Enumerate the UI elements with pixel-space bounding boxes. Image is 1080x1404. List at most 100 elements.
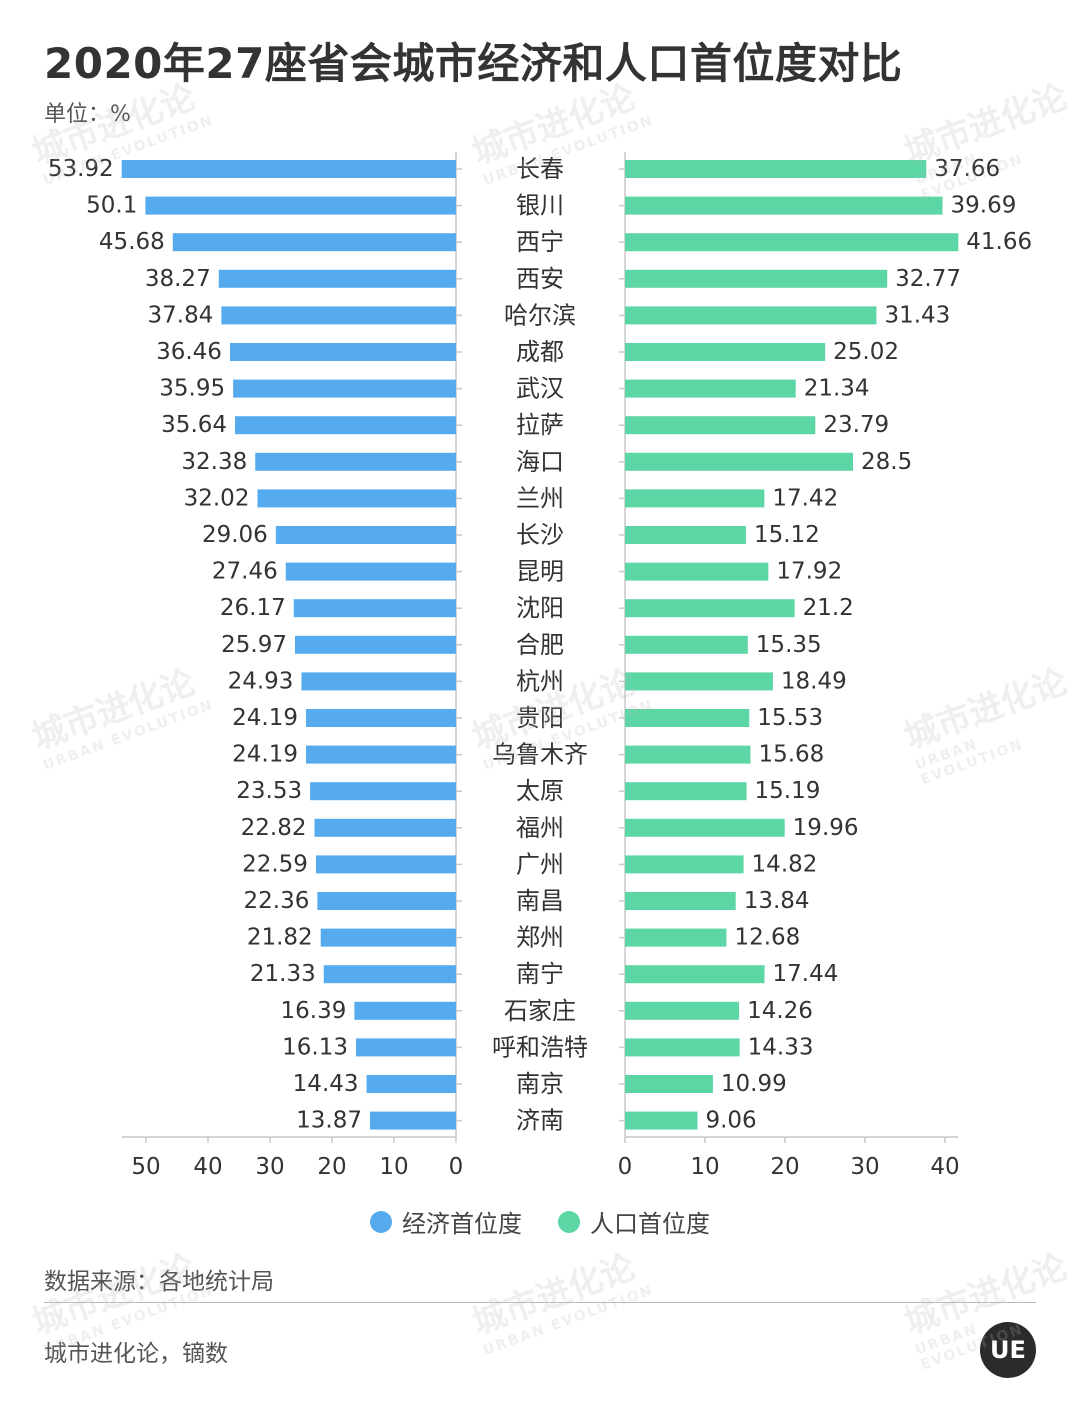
value-label-population: 14.82 (752, 851, 818, 877)
category-label: 武汉 (516, 375, 564, 403)
value-label-population: 28.5 (861, 449, 912, 475)
bar-economic (310, 782, 456, 801)
legend-dot-economic (370, 1210, 392, 1233)
right-axis-tick-label: 30 (850, 1154, 879, 1180)
bar-population (625, 416, 816, 435)
category-label: 郑州 (516, 924, 564, 952)
value-label-population: 23.79 (823, 412, 889, 438)
bar-population (625, 160, 927, 178)
value-label-population: 15.53 (757, 705, 823, 731)
bar-economic (355, 1038, 456, 1057)
value-label-population: 31.43 (884, 302, 950, 328)
right-axis-tick-label: 0 (618, 1154, 633, 1180)
value-label-population: 15.12 (754, 522, 820, 548)
bar-population (625, 818, 785, 837)
value-label-economic: 13.87 (296, 1108, 362, 1134)
value-label-economic: 24.93 (228, 668, 294, 694)
bar-population (625, 1075, 713, 1093)
bar-economic (323, 965, 456, 984)
value-label-population: 10.99 (721, 1071, 787, 1097)
unit-label: 单位：% (44, 102, 131, 127)
value-label-population: 13.84 (744, 888, 810, 914)
category-label: 西宁 (516, 228, 564, 256)
category-label: 乌鲁木齐 (492, 741, 588, 769)
bar-population (625, 526, 746, 544)
legend-item-economic[interactable]: 经济首位度 (370, 1204, 522, 1239)
category-label: 海口 (516, 448, 564, 476)
value-label-economic: 16.13 (282, 1034, 348, 1060)
value-label-population: 37.66 (934, 156, 1000, 182)
bar-population (625, 343, 826, 361)
legend-dot-population (558, 1210, 580, 1233)
value-label-population: 25.02 (833, 339, 899, 365)
value-label-economic: 36.46 (156, 339, 222, 365)
value-label-population: 15.35 (756, 632, 822, 658)
category-label: 成都 (516, 338, 564, 366)
category-label: 南宁 (516, 960, 564, 988)
value-label-economic: 24.19 (232, 705, 298, 731)
bar-population (625, 745, 751, 764)
value-label-population: 18.49 (781, 668, 847, 694)
bar-population (625, 1038, 740, 1057)
category-label: 杭州 (516, 667, 564, 695)
value-label-population: 21.2 (803, 595, 854, 621)
left-axis-tick-label: 10 (379, 1154, 408, 1180)
bar-population (625, 709, 750, 727)
value-label-economic: 50.1 (86, 193, 137, 219)
value-label-economic: 45.68 (99, 229, 165, 255)
category-label: 石家庄 (504, 997, 576, 1025)
bar-population (625, 1111, 698, 1130)
bar-economic (233, 379, 456, 398)
bar-population (625, 196, 943, 215)
category-label: 南京 (516, 1070, 564, 1098)
bar-population (625, 489, 765, 508)
bar-economic (315, 855, 456, 874)
bar-economic (229, 343, 456, 361)
bar-economic (172, 233, 456, 252)
category-label: 长春 (516, 155, 564, 183)
bar-economic (366, 1075, 456, 1093)
value-label-economic: 21.82 (247, 925, 313, 951)
bar-population (625, 269, 888, 288)
bar-population (625, 928, 727, 947)
value-label-economic: 32.02 (184, 485, 250, 511)
category-label: 太原 (516, 777, 564, 805)
bar-population (625, 562, 769, 581)
value-label-economic: 22.59 (242, 851, 308, 877)
value-label-population: 17.42 (772, 485, 838, 511)
right-axis-tick-label: 20 (770, 1154, 799, 1180)
credit-line: 城市进化论，镝数 (44, 1341, 228, 1367)
value-label-economic: 27.46 (212, 559, 278, 585)
bar-economic (285, 562, 456, 581)
bar-population (625, 599, 795, 618)
category-label: 哈尔滨 (504, 301, 576, 329)
bar-economic (255, 452, 456, 471)
value-label-population: 32.77 (895, 266, 961, 292)
value-label-economic: 16.39 (281, 998, 347, 1024)
bar-population (625, 306, 877, 325)
category-label: 银川 (516, 192, 564, 220)
footer-divider (44, 1302, 1036, 1303)
bar-economic (235, 416, 456, 435)
category-label: 南昌 (516, 887, 564, 915)
category-label: 呼和浩特 (492, 1033, 588, 1061)
legend-label-economic: 经济首位度 (402, 1210, 522, 1238)
value-label-population: 21.34 (804, 376, 870, 402)
value-label-economic: 14.43 (293, 1071, 359, 1097)
value-label-population: 41.66 (966, 229, 1032, 255)
value-label-economic: 26.17 (220, 595, 286, 621)
bar-population (625, 233, 959, 252)
bar-economic (301, 672, 456, 691)
value-label-economic: 22.82 (241, 815, 307, 841)
bar-population (625, 855, 744, 874)
value-label-population: 17.44 (773, 961, 839, 987)
legend-label-population: 人口首位度 (590, 1210, 710, 1238)
value-label-economic: 29.06 (202, 522, 268, 548)
bar-population (625, 379, 796, 398)
left-axis-tick-label: 0 (449, 1154, 464, 1180)
bar-economic (294, 635, 456, 654)
category-label: 济南 (516, 1107, 564, 1135)
value-label-population: 39.69 (951, 193, 1017, 219)
category-label: 贵阳 (516, 704, 564, 732)
legend-item-population[interactable]: 人口首位度 (558, 1204, 710, 1239)
